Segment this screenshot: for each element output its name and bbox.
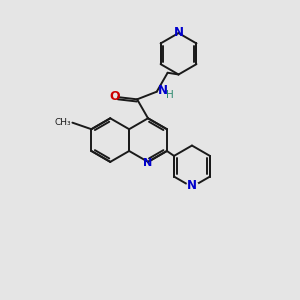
Text: H: H — [166, 90, 173, 100]
Text: N: N — [173, 26, 184, 39]
Text: N: N — [187, 179, 197, 193]
Text: O: O — [110, 90, 121, 103]
Text: N: N — [158, 84, 168, 97]
Text: N: N — [143, 158, 153, 168]
Text: CH₃: CH₃ — [55, 118, 71, 127]
